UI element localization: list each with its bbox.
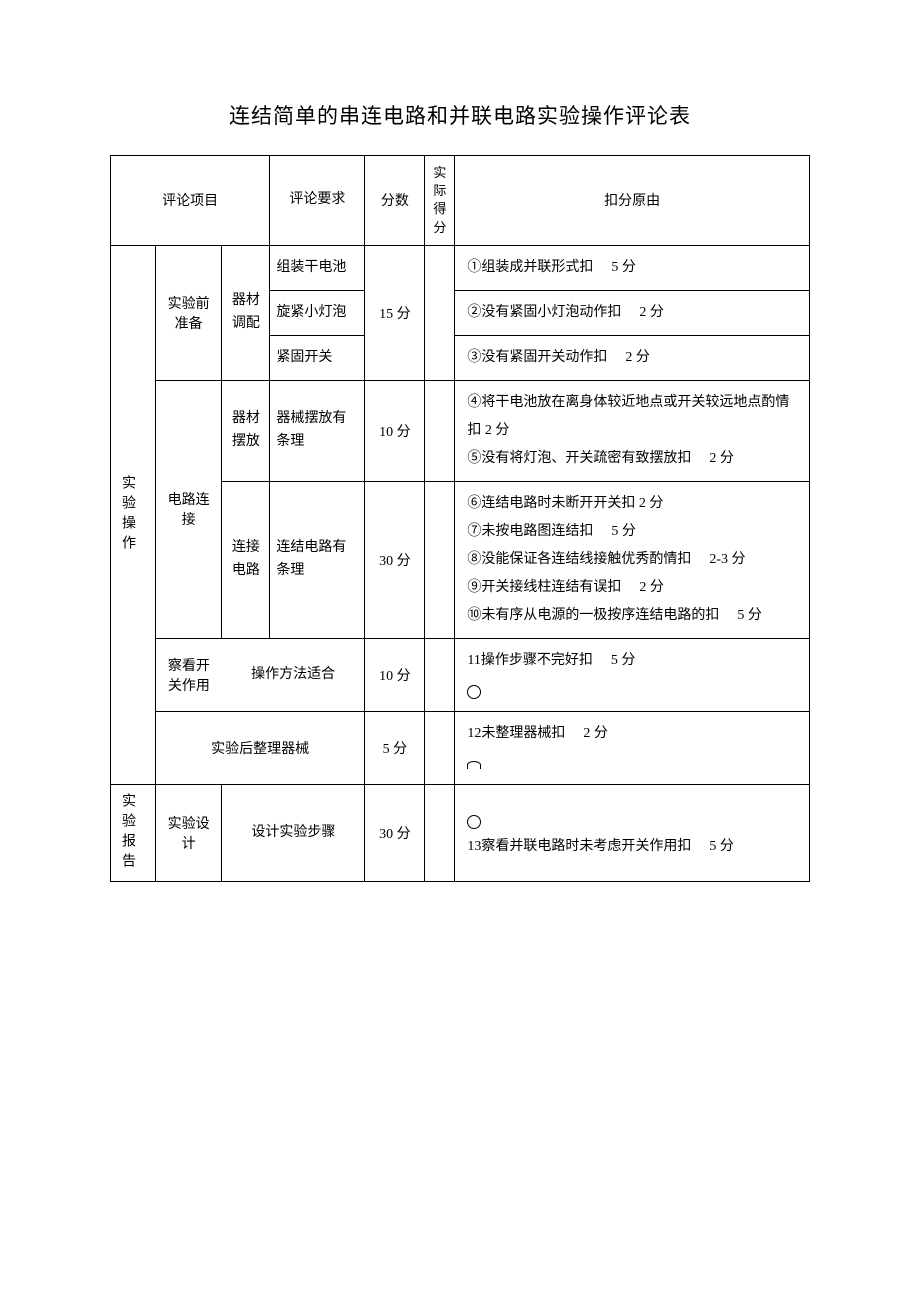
deduct-13: 13察看并联电路时未考虑开关作用扣5 分: [455, 784, 810, 881]
actual-circuit1: [425, 380, 455, 481]
req-design: 设计实验步骤: [222, 784, 365, 881]
header-item: 评论项目: [111, 156, 270, 246]
header-score: 分数: [365, 156, 425, 246]
evaluation-table: 评论项目 评论要求 分数 实际得分 扣分原由 实验操作 实验前准备 器材调配 组…: [110, 155, 810, 882]
item-prep: 实验前准备: [156, 245, 222, 380]
req-prep1: 组装干电池: [270, 245, 365, 290]
deduct-3: ③没有紧固开关动作扣2 分: [455, 335, 810, 380]
header-reason: 扣分原由: [455, 156, 810, 246]
circle-icon: [467, 761, 481, 769]
item-design: 实验设计: [156, 784, 222, 881]
actual-design: [425, 784, 455, 881]
item-circuit: 电路连接: [156, 380, 222, 638]
req-observe: 操作方法适合: [222, 638, 365, 711]
circle-icon: [467, 685, 481, 699]
score-design: 30 分: [365, 784, 425, 881]
sub-circuit2: 连接电路: [222, 481, 270, 638]
score-observe: 10 分: [365, 638, 425, 711]
req-prep3: 紧固开关: [270, 335, 365, 380]
item-observe: 察看开关作用: [156, 638, 222, 711]
score-circuit1: 10 分: [365, 380, 425, 481]
header-actual: 实际得分: [425, 156, 455, 246]
section-report: 实验报告: [111, 784, 156, 881]
score-circuit2: 30 分: [365, 481, 425, 638]
deduct-45: ④将干电池放在离身体较近地点或开关较远地点酌情扣 2 分 ⑤没有将灯泡、开关疏密…: [455, 380, 810, 481]
section-operation: 实验操作: [111, 245, 156, 784]
score-cleanup: 5 分: [365, 711, 425, 784]
deduct-2: ②没有紧固小灯泡动作扣2 分: [455, 290, 810, 335]
actual-prep: [425, 245, 455, 380]
req-circuit1: 器械摆放有条理: [270, 380, 365, 481]
item-cleanup: 实验后整理器械: [156, 711, 365, 784]
circle-icon: [467, 815, 481, 829]
actual-observe: [425, 638, 455, 711]
req-circuit2: 连结电路有条理: [270, 481, 365, 638]
sub-prep: 器材调配: [222, 245, 270, 380]
deduct-678910: ⑥连结电路时未断开开关扣 2 分 ⑦未按电路图连结扣5 分 ⑧没能保证各连结线接…: [455, 481, 810, 638]
score-prep: 15 分: [365, 245, 425, 380]
header-requirement: 评论要求: [270, 156, 365, 246]
deduct-1: ①组装成并联形式扣5 分: [455, 245, 810, 290]
deduct-11: 11操作步骤不完好扣5 分: [455, 638, 810, 711]
sub-circuit1: 器材摆放: [222, 380, 270, 481]
actual-circuit2: [425, 481, 455, 638]
req-prep2: 旋紧小灯泡: [270, 290, 365, 335]
deduct-12: 12未整理器械扣2 分: [455, 711, 810, 784]
actual-cleanup: [425, 711, 455, 784]
page-title: 连结简单的串连电路和并联电路实验操作评论表: [110, 100, 810, 130]
